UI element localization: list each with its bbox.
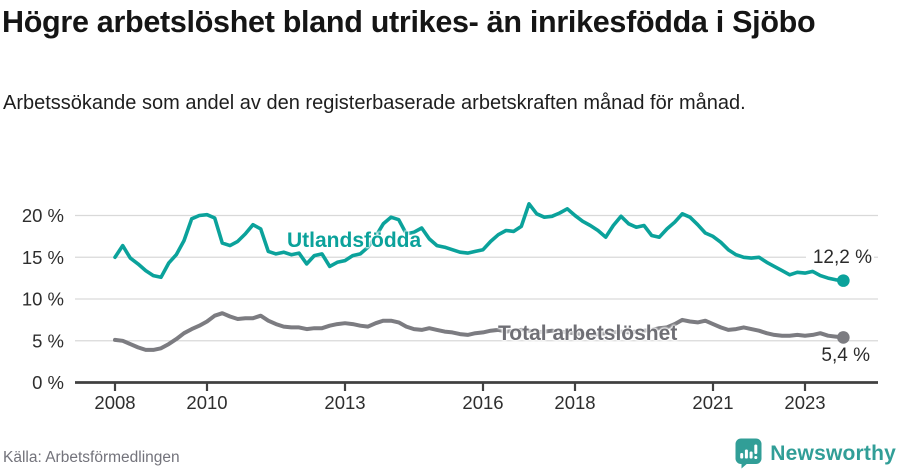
y-axis-label: 0 % [32, 372, 64, 393]
x-axis-label: 2021 [692, 392, 733, 413]
x-axis-label: 2023 [784, 392, 825, 413]
x-axis-label: 2013 [324, 392, 365, 413]
series-line-total-arbetsloshet [113, 311, 846, 352]
end-value-total-arbetsloshet: 5,4 % [810, 345, 872, 367]
y-axis-label: 5 % [32, 330, 64, 351]
newsworthy-wordmark: Newsworthy [770, 441, 896, 465]
y-axis-label: 15 % [22, 247, 64, 268]
page-subtitle: Arbetssökande som andel av den registerb… [3, 92, 746, 114]
x-axis-label: 2008 [94, 392, 135, 413]
page-title: Högre arbetslöshet bland utrikes- än inr… [2, 5, 816, 39]
x-axis-label: 2018 [554, 392, 595, 413]
newsworthy-bar-chart-bubble-icon [735, 438, 762, 469]
end-value-utlandsfodda: 12,2 % [806, 247, 874, 269]
y-axis-label: 20 % [22, 205, 64, 226]
series-line-utlandsfodda [113, 202, 846, 283]
newsworthy-logo: Newsworthy [735, 438, 896, 469]
source-note: Källa: Arbetsförmedlingen [3, 449, 180, 466]
y-axis-label: 10 % [22, 289, 64, 310]
x-axis-label: 2010 [186, 392, 227, 413]
series-label-total-arbetsloshet: Total arbetslöshet [498, 322, 678, 345]
series-end-dot-utlandsfodda [837, 274, 850, 287]
x-axis-label: 2016 [462, 392, 503, 413]
series-label-utlandsfodda: Utlandsfödda [287, 229, 422, 252]
series-end-dot-total-arbetsloshet [837, 331, 850, 344]
